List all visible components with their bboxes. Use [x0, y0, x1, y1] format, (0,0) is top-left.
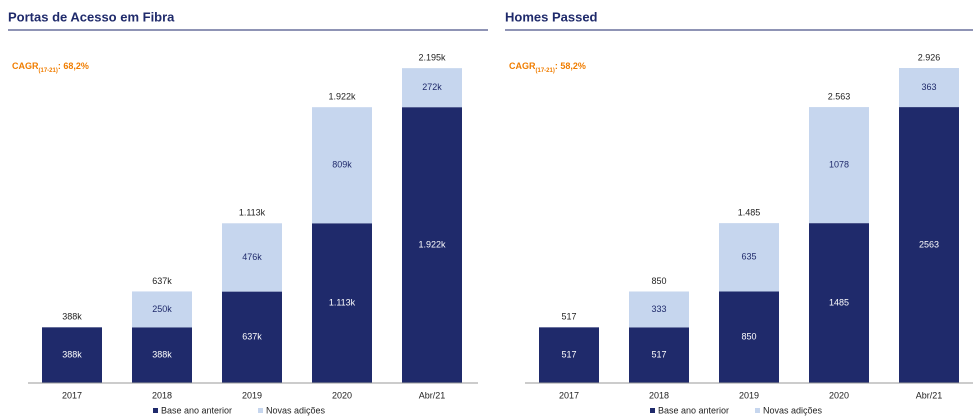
bar-segment: [132, 327, 192, 383]
legend-label: Base ano anterior: [658, 405, 729, 415]
legend-label: Novas adições: [266, 405, 326, 415]
bar-segment: [312, 107, 372, 224]
legend-swatch: [650, 408, 655, 413]
bar-segment: [809, 107, 869, 224]
total-label: 1.922k: [328, 92, 356, 102]
total-label: 2.563: [828, 91, 851, 101]
bar-segment: [899, 68, 959, 108]
value-label: 1485: [829, 297, 849, 307]
bar-segment: [132, 291, 192, 328]
bar-segment: [402, 68, 462, 108]
total-label: 2.195k: [418, 52, 446, 62]
total-label: 637k: [152, 276, 172, 286]
cagr-sub: (17-21): [536, 68, 555, 74]
bar-segment: [719, 291, 779, 383]
bar-segment: [539, 327, 599, 383]
x-tick-label: 2020: [829, 390, 849, 400]
total-label: 388k: [62, 312, 82, 322]
x-tick-label: 2017: [62, 390, 82, 400]
x-tick-label: 2019: [739, 390, 759, 400]
value-label: 635: [741, 252, 756, 262]
value-label: 1.113k: [329, 298, 356, 308]
chart-title: Homes Passed: [505, 9, 598, 24]
bar-segment: [42, 327, 102, 383]
value-label: 809k: [332, 160, 352, 170]
value-label: 388k: [62, 350, 82, 360]
value-label: 272k: [422, 82, 442, 92]
value-label: 388k: [152, 350, 172, 360]
bar-segment: [629, 291, 689, 328]
x-tick-label: 2019: [242, 390, 262, 400]
bar-segment: [312, 223, 372, 383]
value-label: 363: [921, 82, 936, 92]
cagr-sub: (17-21): [39, 68, 58, 74]
value-label: 1078: [829, 159, 849, 169]
total-label: 2.926: [918, 52, 941, 62]
cagr: CAGR(17-21): 58,2%: [509, 61, 586, 73]
chart-title: Portas de Acesso em Fibra: [8, 9, 175, 24]
x-tick-label: 2018: [649, 390, 669, 400]
cagr: CAGR(17-21): 68,2%: [12, 61, 89, 73]
x-tick-label: 2020: [332, 390, 352, 400]
x-tick-label: 2017: [559, 390, 579, 400]
cagr-value: : 58,2%: [555, 61, 586, 71]
bar-segment: [629, 327, 689, 383]
legend-label: Novas adições: [763, 405, 823, 415]
bar-segment: [809, 223, 869, 383]
value-label: 250k: [152, 304, 172, 314]
cagr-value: : 68,2%: [58, 61, 89, 71]
legend-swatch: [755, 408, 760, 413]
value-label: 517: [561, 350, 576, 360]
cagr-label: CAGR: [12, 61, 39, 71]
bar-segment: [402, 107, 462, 383]
bar-segment: [719, 223, 779, 292]
value-label: 637k: [242, 332, 262, 342]
total-label: 850: [651, 276, 666, 286]
value-label: 333: [651, 304, 666, 314]
value-label: 517: [651, 350, 666, 360]
bar-segment: [899, 107, 959, 383]
x-tick-label: Abr/21: [916, 390, 943, 400]
value-label: 2563: [919, 239, 939, 249]
cagr-label: CAGR: [509, 61, 536, 71]
total-label: 1.113k: [239, 208, 266, 218]
value-label: 476k: [242, 252, 262, 262]
legend-swatch: [153, 408, 158, 413]
legend-label: Base ano anterior: [161, 405, 232, 415]
total-label: 1.485: [738, 208, 761, 218]
x-tick-label: 2018: [152, 390, 172, 400]
bar-segment: [222, 223, 282, 292]
bar-segment: [222, 291, 282, 383]
legend-swatch: [258, 408, 263, 413]
value-label: 1.922k: [418, 239, 446, 249]
total-label: 517: [561, 312, 576, 322]
x-tick-label: Abr/21: [419, 390, 446, 400]
value-label: 850: [741, 332, 756, 342]
